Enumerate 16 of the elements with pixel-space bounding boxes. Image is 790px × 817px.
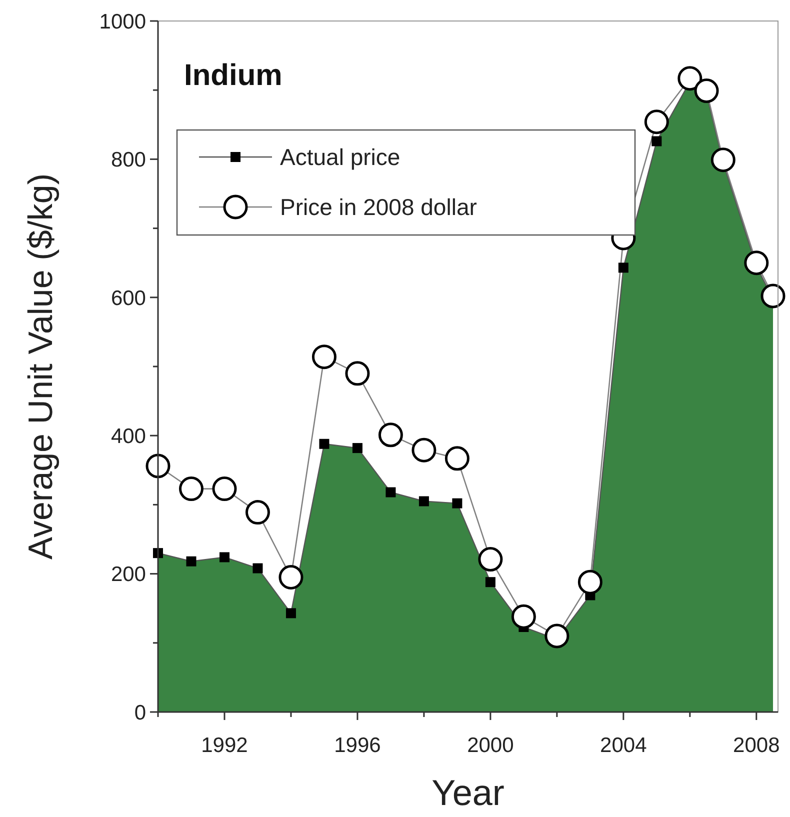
x-tick-label: 2000 — [467, 734, 514, 757]
x-tick-label: 2008 — [733, 734, 780, 757]
y-tick-label: 0 — [134, 701, 146, 724]
legend-label: Price in 2008 dollar — [280, 194, 478, 220]
y-tick-label: 400 — [110, 424, 146, 448]
y-tick-label: 200 — [110, 563, 146, 586]
y-tick-label: 600 — [110, 286, 146, 310]
legend-label: Actual price — [280, 144, 400, 170]
y-tick-label: 800 — [110, 148, 146, 172]
text: Indium — [184, 59, 282, 92]
y-axis-title: Average Unit Value ($/kg) — [22, 173, 60, 560]
x-tick-label: 1996 — [334, 734, 381, 757]
y-tick-label: 1000 — [99, 10, 146, 34]
x-axis-title: Year — [432, 772, 504, 813]
x-tick-label: 2004 — [600, 734, 648, 757]
x-tick-label: 1992 — [201, 734, 248, 757]
